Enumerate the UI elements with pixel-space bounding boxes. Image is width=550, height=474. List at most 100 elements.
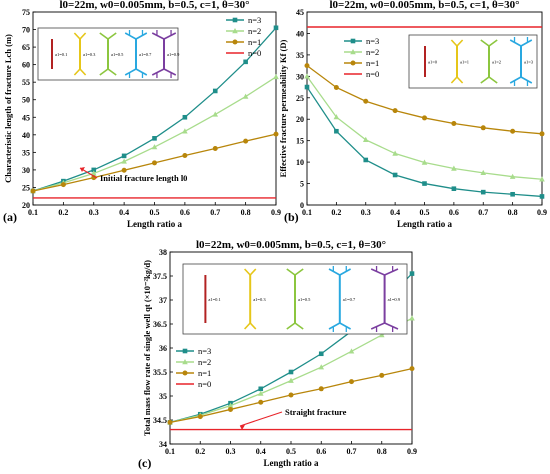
data-point: [152, 136, 157, 141]
y-axis-label: Total mass flow rate of single well qt (…: [142, 260, 152, 436]
data-point: [333, 114, 340, 120]
data-point: [510, 128, 516, 134]
inset-fracture-icon-branches: [151, 32, 177, 76]
inset-fracture-icon-subbranches: [513, 37, 529, 86]
data-point: [304, 63, 310, 69]
data-point: [227, 402, 234, 408]
data-point: [121, 167, 127, 173]
inset-fracture-icon-branches: [370, 268, 399, 330]
data-point: [182, 153, 188, 159]
y-tick-label: 30: [296, 72, 304, 81]
data-point: [363, 157, 369, 163]
y-tick-label: 25: [22, 183, 30, 192]
data-point: [539, 194, 545, 199]
x-tick-label: 0.8: [377, 447, 387, 456]
legend-label: n=0: [198, 379, 211, 389]
chart-title: l0=22m, w0=0.005mm, b=0.5, c=1, θ=30°: [330, 0, 520, 11]
x-tick-label: 0.9: [537, 208, 547, 217]
data-point: [451, 121, 457, 127]
legend-label: n=0: [248, 48, 261, 58]
panel-label: (c): [138, 456, 151, 470]
inset-fracture-icon-subbranches: [332, 266, 347, 332]
inset-fracture-icon-branches: [509, 39, 533, 84]
chart-title: l0=22m, w0=0.005mm, b=0.5, c=1, θ=30°: [60, 0, 250, 11]
y-tick-label: 36.5: [153, 320, 167, 329]
x-tick-label: 0.7: [347, 447, 357, 456]
y-tick-label: 30: [22, 166, 30, 175]
legend-label: n=2: [248, 26, 261, 36]
y-tick-label: 35: [22, 148, 30, 157]
y-tick-label: 36: [159, 344, 167, 353]
data-point: [392, 172, 398, 178]
y-tick-label: 37: [159, 296, 167, 305]
legend-label: n=1: [366, 58, 379, 68]
data-point: [392, 108, 398, 114]
x-tick-label: 0.1: [302, 208, 312, 217]
data-point: [318, 351, 324, 357]
panel-label: (a): [3, 210, 17, 224]
legend-marker: [232, 28, 238, 34]
legend-label: n=1: [248, 37, 261, 47]
inset-fracture-icon-subbranches: [156, 30, 172, 78]
y-tick-label: 50: [22, 96, 30, 105]
x-tick-label: 0.6: [449, 208, 459, 217]
data-point: [212, 111, 219, 117]
x-tick-label: 0.7: [210, 208, 220, 217]
y-tick-label: 25: [296, 94, 304, 103]
data-point: [212, 146, 218, 152]
data-point: [167, 419, 173, 425]
y-axis-label: Characteristic length of fracture Lch (m…: [3, 34, 13, 183]
x-axis-label: Length ratio a: [264, 458, 319, 468]
data-point: [273, 131, 279, 137]
x-axis-label: Length ratio a: [127, 219, 182, 229]
chart-panel: l0=22m, w0=0.005mm, b=0.5, c=1, θ=30° 0.1…: [138, 239, 417, 470]
inset-fracture-icon-branches: [286, 268, 304, 330]
y-tick-label: 60: [22, 61, 30, 70]
x-tick-label: 0.5: [420, 208, 430, 217]
inset-fracture-icon-branches: [328, 268, 351, 330]
x-tick-label: 0.3: [89, 208, 99, 217]
annotation-arrowhead: [80, 167, 85, 172]
data-point: [242, 93, 249, 99]
data-point: [304, 84, 310, 90]
y-tick-label: 37.5: [153, 272, 167, 281]
y-tick-label: 75: [22, 8, 30, 17]
legend-marker: [232, 17, 238, 23]
x-tick-label: 0.4: [390, 208, 400, 217]
y-tick-label: 40: [22, 131, 30, 140]
data-point: [304, 73, 310, 79]
data-point: [151, 144, 158, 150]
x-tick-label: 0.4: [119, 208, 129, 217]
data-point: [243, 138, 249, 144]
data-point: [258, 399, 264, 405]
x-tick-label: 0.1: [28, 208, 38, 217]
x-tick-label: 0.2: [331, 208, 341, 217]
y-tick-label: 35.5: [153, 368, 167, 377]
y-tick-label: 15: [296, 137, 304, 146]
data-point: [422, 115, 427, 121]
x-tick-label: 0.6: [180, 208, 190, 217]
legend-marker: [350, 60, 356, 66]
data-point: [212, 88, 218, 94]
panel-label: (b): [284, 210, 299, 224]
y-tick-label: 35: [159, 392, 167, 401]
legend-marker: [350, 49, 356, 55]
x-tick-label: 0.2: [58, 208, 68, 217]
inset-fracture-icon-branches: [480, 39, 498, 84]
inset-label: a1=0.7: [343, 297, 356, 302]
y-tick-label: 20: [22, 201, 30, 210]
legend-label: n=2: [198, 357, 211, 367]
data-point: [451, 165, 457, 171]
inset-fracture-icon-branches: [124, 32, 148, 76]
y-tick-label: 35: [296, 51, 304, 60]
data-point: [409, 366, 415, 372]
inset-label: a1=0.7: [139, 52, 152, 57]
data-point: [257, 390, 264, 396]
legend-label: n=3: [248, 15, 261, 25]
inset-fracture-icon-subbranches: [128, 30, 144, 78]
y-tick-label: 65: [22, 43, 30, 52]
inset-label: a1=0: [428, 60, 438, 65]
data-point: [60, 182, 66, 188]
x-tick-label: 0.9: [407, 447, 417, 456]
